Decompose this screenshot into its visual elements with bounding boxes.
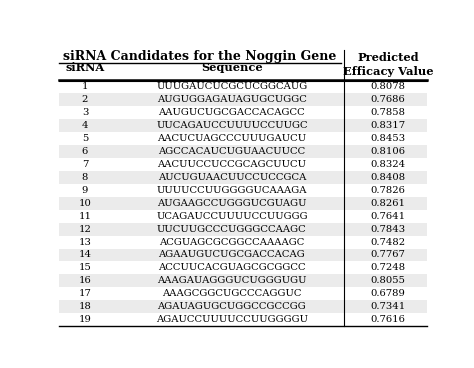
Bar: [59, 93, 427, 106]
Bar: [59, 261, 427, 275]
Text: AACUUCCUCCGCAGCUUCU: AACUUCCUCCGCAGCUUCU: [157, 160, 306, 169]
Text: 12: 12: [79, 224, 91, 234]
Text: UCAGAUCCUUUUCCUUGGG: UCAGAUCCUUUUCCUUGGG: [156, 212, 308, 221]
Text: 11: 11: [79, 212, 91, 221]
Text: AGAUCCUUUUCCUUGGGGU: AGAUCCUUUUCCUUGGGGU: [156, 315, 308, 324]
Text: Predicted
Efficacy Value: Predicted Efficacy Value: [343, 52, 433, 77]
Bar: [59, 248, 427, 261]
Text: AUCUGUAACUUCCUCCGCA: AUCUGUAACUUCCUCCGCA: [158, 173, 306, 182]
Text: 0.8408: 0.8408: [371, 173, 406, 182]
Text: 0.7767: 0.7767: [371, 251, 405, 259]
Bar: [59, 287, 427, 300]
Text: 9: 9: [82, 186, 88, 195]
Text: 1: 1: [82, 82, 88, 91]
Text: AUGAAGCCUGGGUCGUAGU: AUGAAGCCUGGGUCGUAGU: [157, 199, 307, 208]
Text: AGCCACAUCUGUAACUUCC: AGCCACAUCUGUAACUUCC: [158, 147, 306, 156]
Text: 0.8261: 0.8261: [371, 199, 406, 208]
Text: 6: 6: [82, 147, 88, 156]
Text: 0.7641: 0.7641: [371, 212, 406, 221]
Bar: [59, 197, 427, 210]
Text: 5: 5: [82, 134, 88, 143]
Text: AAAGAUAGGGUCUGGGUGU: AAAGAUAGGGUCUGGGUGU: [157, 276, 307, 285]
Text: 8: 8: [82, 173, 88, 182]
Text: AGAAUGUCUGCGACCACAG: AGAAUGUCUGCGACCACAG: [158, 251, 305, 259]
Text: 7: 7: [82, 160, 88, 169]
Text: UUCAGAUCCUUUUCCUUGC: UUCAGAUCCUUUUCCUUGC: [156, 121, 308, 130]
Bar: [59, 145, 427, 158]
Text: ACGUAGCGCGGCCAAAAGC: ACGUAGCGCGGCCAAAAGC: [159, 238, 305, 247]
Bar: [59, 171, 427, 184]
Text: 0.7858: 0.7858: [371, 108, 406, 117]
Bar: [59, 223, 427, 236]
Text: 0.7826: 0.7826: [371, 186, 405, 195]
Text: 0.8055: 0.8055: [371, 276, 406, 285]
Text: 13: 13: [79, 238, 91, 247]
Bar: [59, 132, 427, 145]
Text: 0.6789: 0.6789: [371, 289, 405, 298]
Text: 4: 4: [82, 121, 88, 130]
Text: 0.7843: 0.7843: [371, 224, 406, 234]
Bar: [59, 158, 427, 171]
Text: 15: 15: [79, 263, 91, 272]
Text: 0.7616: 0.7616: [371, 315, 405, 324]
Bar: [59, 300, 427, 313]
Text: 3: 3: [82, 108, 88, 117]
Text: 0.8078: 0.8078: [371, 82, 406, 91]
Text: AAAGCGGCUGCCCAGGUC: AAAGCGGCUGCCCAGGUC: [162, 289, 301, 298]
Text: 10: 10: [79, 199, 91, 208]
Text: UUUUCCUUGGGGUCAAAGA: UUUUCCUUGGGGUCAAAGA: [156, 186, 307, 195]
Text: 18: 18: [79, 302, 91, 311]
Text: Sequence: Sequence: [201, 62, 263, 73]
Text: 0.7248: 0.7248: [371, 263, 406, 272]
Text: AUGUGGAGAUAGUGCUGGC: AUGUGGAGAUAGUGCUGGC: [157, 95, 307, 104]
Bar: [59, 119, 427, 132]
Bar: [59, 81, 427, 93]
Bar: [59, 210, 427, 223]
Bar: [59, 106, 427, 119]
Bar: [59, 236, 427, 248]
Text: AAUGUCUGCGACCACAGCC: AAUGUCUGCGACCACAGCC: [158, 108, 305, 117]
Text: 17: 17: [79, 289, 91, 298]
Text: 19: 19: [79, 315, 91, 324]
Text: 0.8106: 0.8106: [371, 147, 406, 156]
Bar: [59, 313, 427, 326]
Text: 0.7482: 0.7482: [371, 238, 406, 247]
Text: 0.8317: 0.8317: [371, 121, 406, 130]
Text: ACCUUCACGUAGCGCGGCC: ACCUUCACGUAGCGCGGCC: [158, 263, 306, 272]
Text: 2: 2: [82, 95, 88, 104]
Text: 14: 14: [79, 251, 91, 259]
Text: AGAUAGUGCUGGCCGCCGG: AGAUAGUGCUGGCCGCCGG: [157, 302, 306, 311]
Text: siRNA: siRNA: [65, 62, 105, 73]
Text: 0.8324: 0.8324: [371, 160, 406, 169]
Text: AACUCUAGCCCUUUGAUCU: AACUCUAGCCCUUUGAUCU: [157, 134, 307, 143]
Text: 0.8453: 0.8453: [371, 134, 406, 143]
Bar: [59, 275, 427, 287]
Text: siRNA Candidates for the Noggin Gene: siRNA Candidates for the Noggin Gene: [63, 50, 336, 63]
Bar: [59, 184, 427, 197]
Text: 0.7341: 0.7341: [370, 302, 406, 311]
Text: UUCUUGCCCUGGGCCAAGC: UUCUUGCCCUGGGCCAAGC: [157, 224, 307, 234]
Text: 0.7686: 0.7686: [371, 95, 405, 104]
Text: UUUGAUCUCGCUCGGCAUG: UUUGAUCUCGCUCGGCAUG: [156, 82, 308, 91]
Text: 16: 16: [79, 276, 91, 285]
